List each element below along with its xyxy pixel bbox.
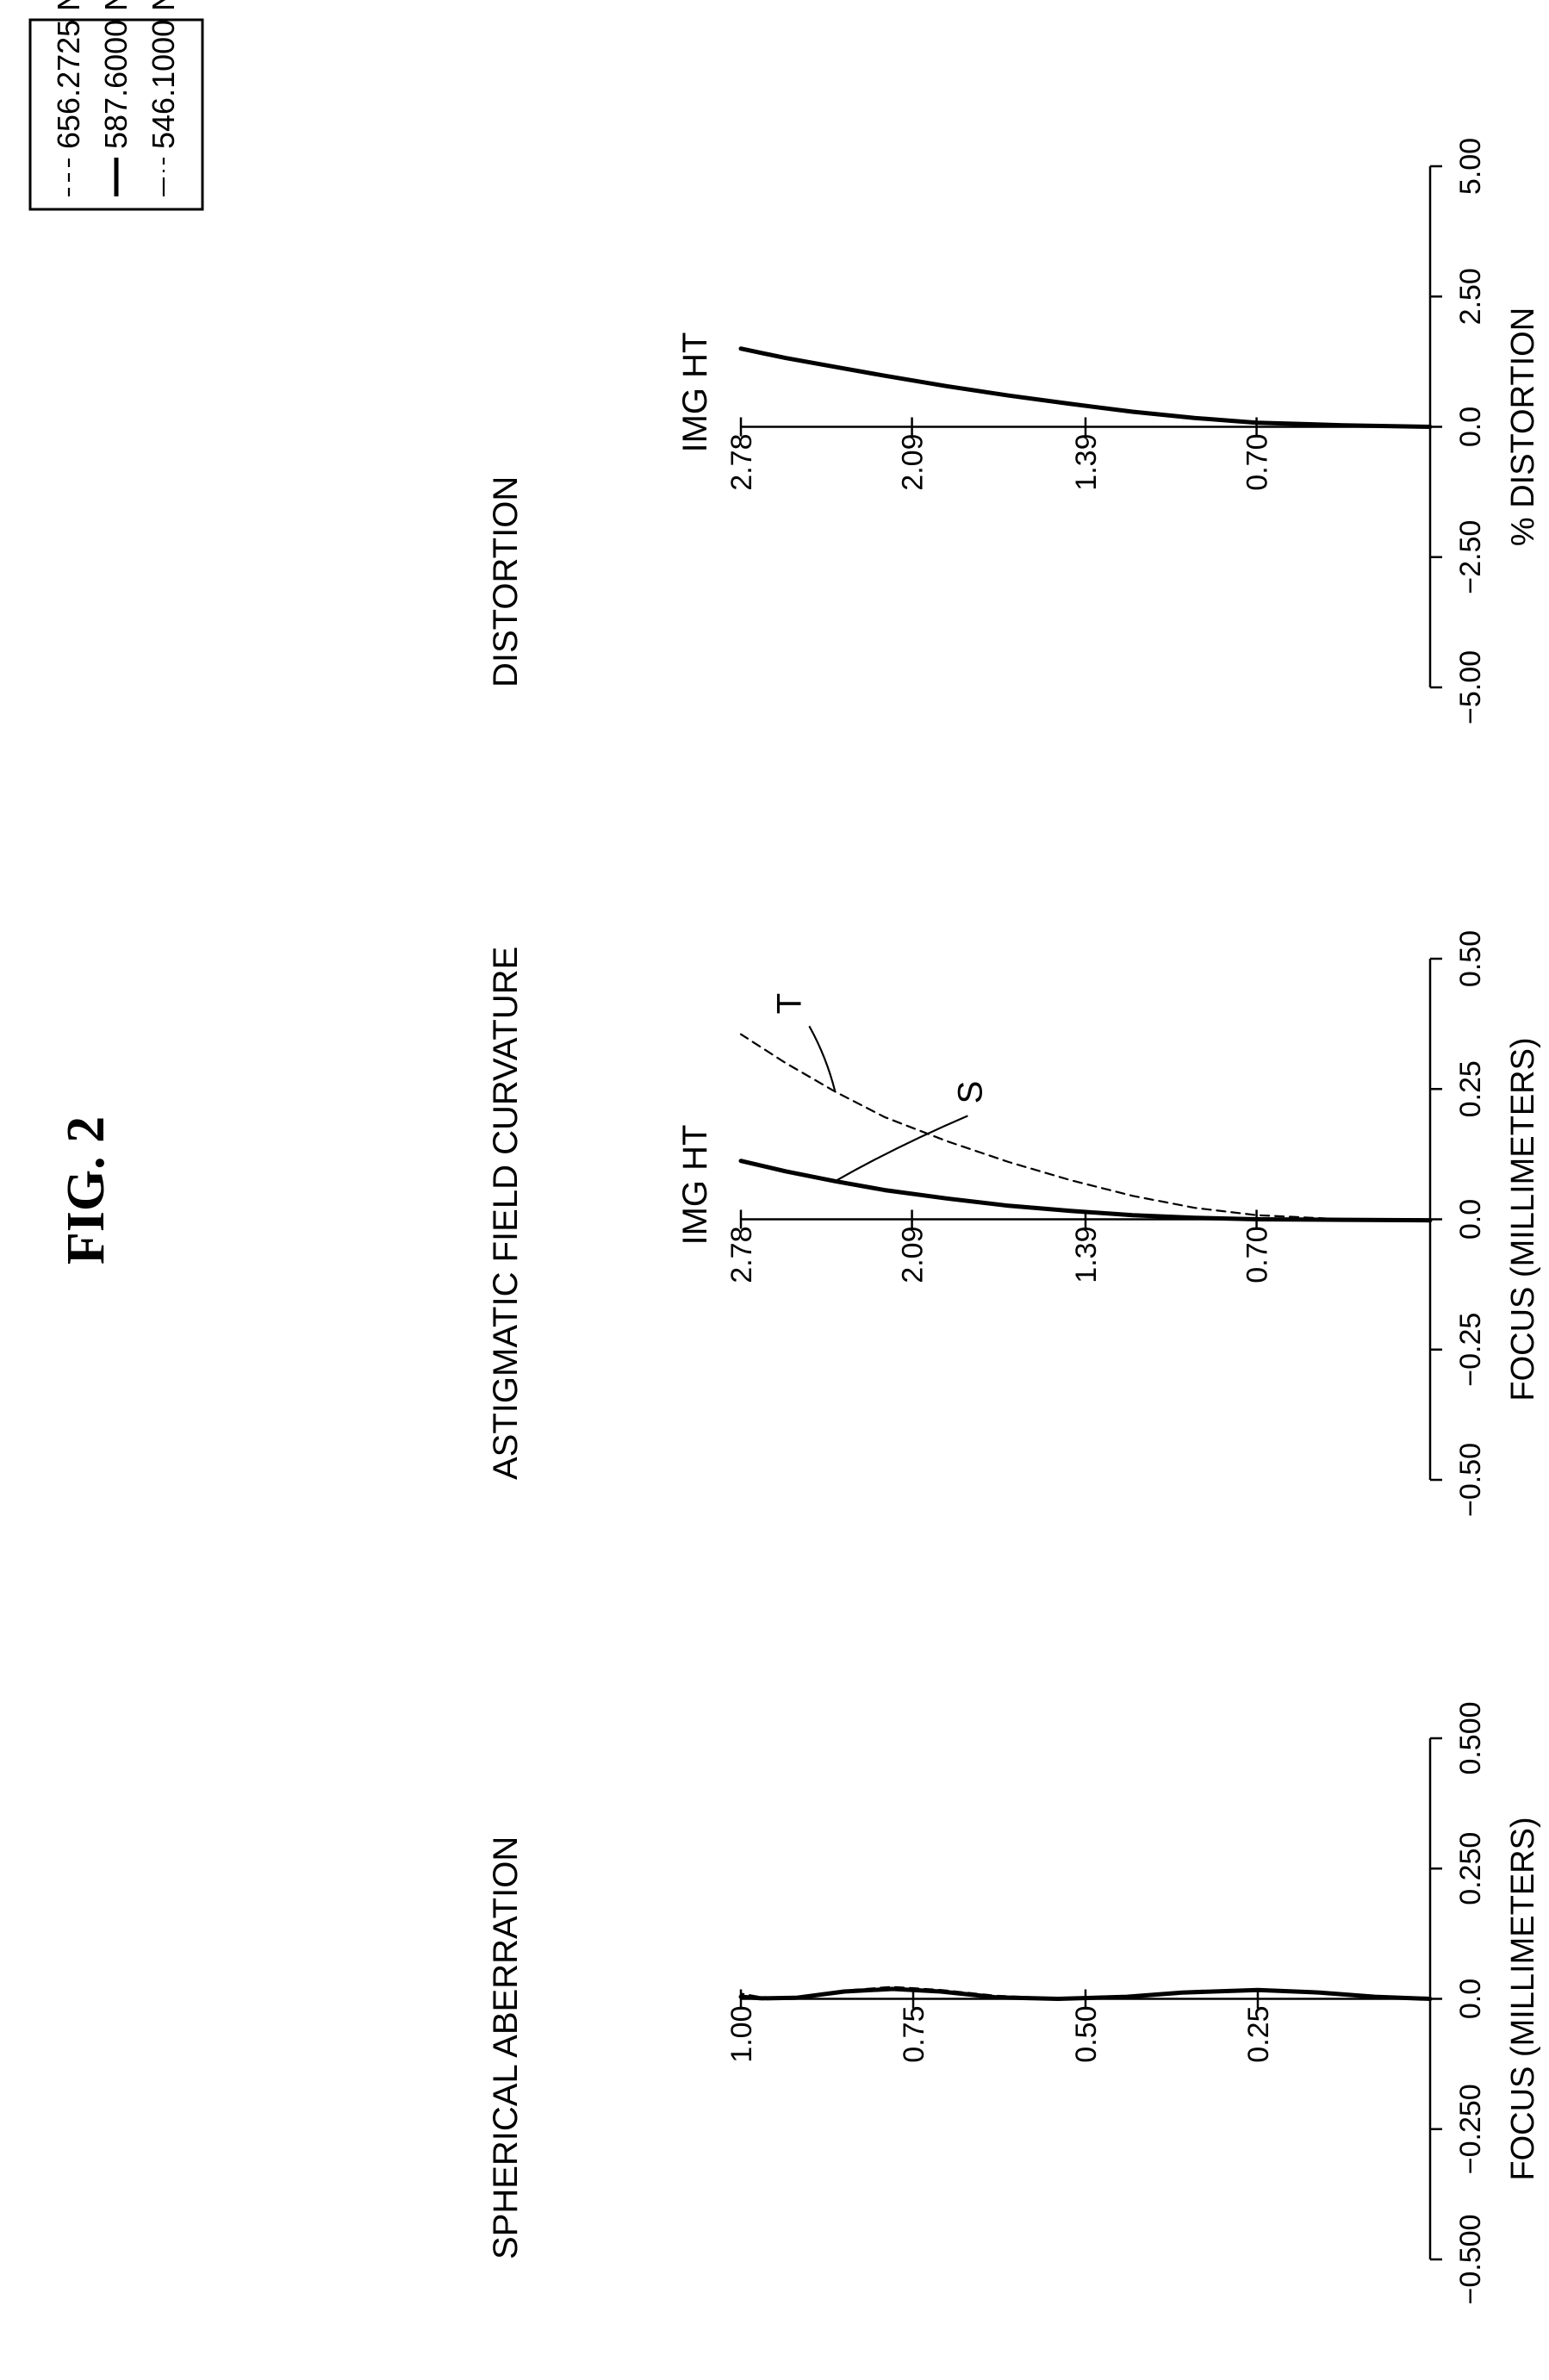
y-tick-label: 0.70 [1241, 1227, 1274, 1283]
x-tick-label: 2.50 [1454, 268, 1487, 325]
x-tick-label: 0.0 [1454, 1979, 1487, 2019]
y-tick-label: 1.39 [1070, 1227, 1103, 1283]
x-tick-label: 0.0 [1454, 1199, 1487, 1240]
y-tick-label: 0.75 [898, 2006, 930, 2063]
figure-label: FIG. 2 [57, 1116, 115, 1265]
x-tick-label: 0.0 [1454, 407, 1487, 447]
x-tick-label: −0.250 [1454, 2084, 1487, 2174]
chart-panel-1: SPHERICAL ABERRATION −0.500−0.2500.00.250… [487, 1701, 1541, 2304]
x-tick-label: 0.250 [1454, 1832, 1487, 1905]
legend-box [28, 18, 204, 211]
x-tick-label: 0.25 [1454, 1060, 1487, 1117]
charts: SPHERICAL ABERRATION −0.500−0.2500.00.250… [487, 138, 1541, 2305]
y-tick-label: 0.50 [1070, 2006, 1103, 2063]
curve-label-leader [834, 1115, 968, 1183]
x-tick-label: −2.50 [1454, 520, 1487, 594]
x-tick-label: −0.500 [1454, 2215, 1487, 2305]
y-axis-label: IMG HT [676, 1125, 714, 1246]
y-tick-label: 2.78 [725, 434, 758, 491]
x-tick-label: 0.500 [1454, 1701, 1487, 1774]
y-tick-label: 0.25 [1242, 2006, 1275, 2063]
x-tick-label: 5.00 [1454, 138, 1487, 195]
series-line-3 [739, 1988, 1432, 2000]
y-tick-label: 2.78 [725, 1227, 758, 1283]
y-axis-label: IMG HT [676, 332, 714, 453]
series-line-2 [739, 1033, 1432, 1221]
curve-label-s: S [951, 1081, 989, 1104]
y-tick-label: 1.39 [1070, 434, 1103, 491]
chart-title: DISTORTION [487, 476, 525, 687]
legend-label: 656.2725 NM [51, 0, 86, 149]
x-axis-label: % DISTORTION [1505, 308, 1541, 546]
series-line-1 [738, 1159, 1433, 1223]
x-axis-label: FOCUS (MILLIMETERS) [1505, 1817, 1541, 2180]
chart-panel-3: DISTORTION IMG HT −5.00 −2.50 0.0 2.50 5.00 % D… [487, 138, 1541, 724]
legend: 656.2725 NM 587.6000 NM 546.1000 NM [28, 0, 204, 211]
y-tick-label: 2.09 [897, 434, 930, 491]
chart-title: ASTIGMATIC FIELD CURVATURE [487, 947, 525, 1480]
legend-label: 587.6000 NM [98, 0, 134, 149]
curve-label-leader [808, 1025, 837, 1092]
x-tick-label: −5.00 [1454, 650, 1487, 724]
x-axis-label: FOCUS (MILLIMETERS) [1505, 1037, 1541, 1401]
series-line-1 [738, 346, 1433, 429]
y-tick-label: 1.00 [725, 2006, 758, 2063]
chart-title: SPHERICAL ABERRATION [487, 1836, 525, 2259]
x-tick-label: −0.50 [1454, 1443, 1487, 1517]
y-tick-label: 2.09 [897, 1227, 930, 1283]
legend-label: 546.1000 NM [146, 0, 181, 149]
y-tick-label: 0.70 [1241, 434, 1274, 491]
x-tick-label: −0.25 [1454, 1313, 1487, 1387]
x-tick-label: 0.50 [1454, 930, 1487, 987]
curve-label-t: T [770, 993, 808, 1014]
chart-panel-2: ASTIGMATIC FIELD CURVATURE IMG HT −0.50 −0.… [487, 930, 1541, 1517]
